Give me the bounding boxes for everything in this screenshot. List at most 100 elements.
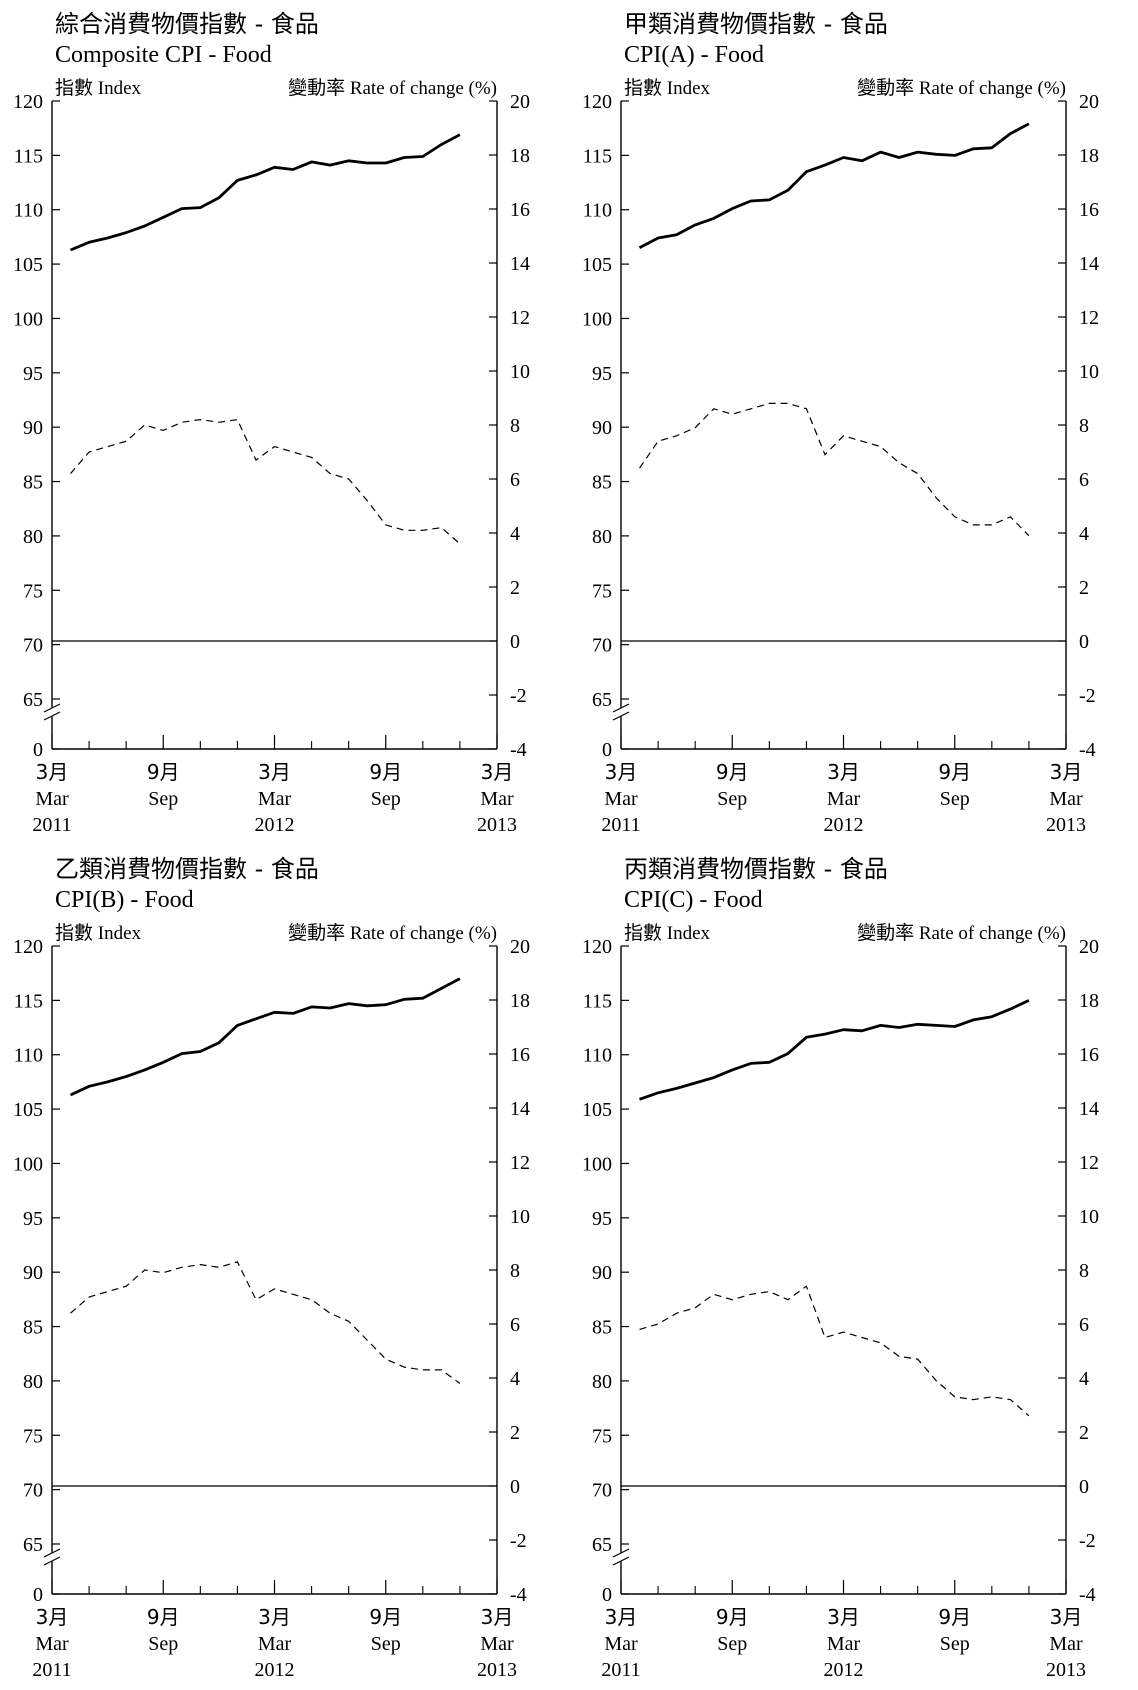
x-label-month-en: Mar — [480, 1633, 514, 1655]
index-series-line — [639, 999, 1030, 1101]
left-tick-label: 110 — [14, 1045, 43, 1067]
chart-panel-cpi-c: 丙類消費物價指數 - 食品 CPI(C) - Food 指數 Index 變動率 Ra… — [569, 845, 1138, 1690]
left-tick-label: 75 — [592, 580, 612, 602]
x-label-month-zh: 3月 — [605, 1605, 638, 1629]
x-label-month-en: Mar — [35, 788, 69, 810]
left-tick-label: 75 — [23, 1425, 43, 1447]
x-label-month-en: Sep — [148, 788, 178, 810]
axis-break-mark — [43, 1548, 61, 1558]
x-label-year: 2011 — [601, 814, 640, 836]
x-label-month-en: Sep — [940, 788, 970, 810]
right-tick-label: 0 — [1079, 631, 1089, 653]
x-label-month-en: Mar — [604, 788, 638, 810]
chart-title: 乙類消費物價指數 - 食品 — [55, 855, 319, 883]
right-tick-label: 2 — [1079, 1422, 1089, 1444]
x-label-month-en: Mar — [258, 788, 292, 810]
left-tick-label: 120 — [582, 936, 612, 958]
right-tick-label: 8 — [1079, 415, 1089, 437]
x-label-month-en: Mar — [480, 788, 514, 810]
x-label-month-en: Sep — [371, 788, 401, 810]
x-label-month-zh: 3月 — [827, 1605, 860, 1629]
x-label-month-zh: 3月 — [258, 1605, 291, 1629]
index-series-line — [69, 977, 461, 1097]
left-tick-label: 70 — [592, 1480, 612, 1502]
right-tick-label: 0 — [510, 631, 520, 653]
right-tick-label: 12 — [510, 1152, 530, 1174]
right-tick-label: 18 — [510, 145, 530, 167]
right-tick-label: 10 — [1079, 361, 1099, 383]
chart-subtitle: CPI(B) - Food — [55, 887, 194, 913]
right-tick-label: 2 — [510, 1422, 520, 1444]
x-label-month-zh: 9月 — [938, 1605, 971, 1629]
axis-break-mark — [43, 1556, 61, 1566]
left-tick-label: 70 — [592, 635, 612, 657]
x-label-month-zh: 3月 — [827, 760, 860, 784]
left-axis-label: 指數 Index — [55, 77, 142, 99]
left-axis-label: 指數 Index — [55, 922, 142, 944]
right-tick-label: 4 — [1079, 523, 1089, 545]
x-label-month-en: Mar — [604, 1633, 638, 1655]
left-tick-label: 115 — [583, 145, 612, 167]
right-tick-label: 6 — [1079, 469, 1089, 491]
axis-break-mark — [612, 711, 630, 721]
left-tick-label: 85 — [23, 1317, 43, 1339]
x-label-year: 2011 — [32, 814, 71, 836]
x-label-month-zh: 3月 — [36, 1605, 69, 1629]
left-tick-label: 65 — [23, 689, 43, 711]
right-tick-label: -2 — [1079, 685, 1096, 707]
right-tick-label: 4 — [510, 523, 520, 545]
left-tick-label: 95 — [23, 363, 43, 385]
right-tick-label: 16 — [1079, 1044, 1099, 1066]
rate-of-change-series-line — [639, 402, 1030, 537]
chart-subtitle: CPI(A) - Food — [624, 42, 764, 68]
right-tick-label: -2 — [510, 685, 527, 707]
left-tick-label: 80 — [592, 1371, 612, 1393]
left-tick-label: 85 — [592, 1317, 612, 1339]
x-label-year: 2013 — [477, 1659, 517, 1681]
right-tick-label: 20 — [510, 91, 530, 113]
rate-of-change-series-line — [70, 1261, 461, 1384]
chart-title: 甲類消費物價指數 - 食品 — [624, 10, 888, 38]
x-label-month-en: Mar — [827, 788, 861, 810]
right-tick-label: -4 — [1079, 1584, 1096, 1606]
right-tick-label: -4 — [510, 1584, 527, 1606]
chart-svg: 乙類消費物價指數 - 食品 CPI(B) - Food 指數 Index 變動率 Ra… — [13, 855, 530, 1681]
left-tick-label: 115 — [14, 990, 43, 1012]
right-tick-label: 8 — [510, 1260, 520, 1282]
x-label-year: 2011 — [32, 1659, 71, 1681]
left-tick-label: 95 — [592, 1208, 612, 1230]
x-label-month-en: Mar — [35, 1633, 69, 1655]
x-label-month-en: Mar — [1049, 788, 1083, 810]
left-tick-label: 115 — [14, 145, 43, 167]
left-tick-label: 120 — [582, 91, 612, 113]
chart-panel-composite: 綜合消費物價指數 - 食品 Composite CPI - Food 指數 Inde… — [0, 0, 569, 845]
left-tick-label: 110 — [583, 1045, 612, 1067]
chart-svg: 甲類消費物價指數 - 食品 CPI(A) - Food 指數 Index 變動率 Ra… — [582, 10, 1099, 836]
left-tick-label: 80 — [592, 526, 612, 548]
x-label-year: 2013 — [1046, 814, 1086, 836]
left-tick-label: 100 — [582, 1153, 612, 1175]
x-label-month-en: Sep — [371, 1633, 401, 1655]
right-tick-label: 12 — [1079, 1152, 1099, 1174]
x-label-month-zh: 3月 — [1050, 1605, 1083, 1629]
right-tick-label: 2 — [1079, 577, 1089, 599]
left-tick-label: 110 — [14, 200, 43, 222]
chart-title: 丙類消費物價指數 - 食品 — [624, 855, 888, 883]
right-tick-label: 6 — [510, 1314, 520, 1336]
right-tick-label: 8 — [510, 415, 520, 437]
right-tick-label: 14 — [510, 253, 530, 275]
left-tick-label: 90 — [592, 417, 612, 439]
axis-break-mark — [612, 703, 630, 713]
index-series-line — [638, 122, 1030, 250]
left-tick-label: 65 — [592, 689, 612, 711]
left-tick-label: 0 — [33, 1584, 43, 1606]
right-tick-label: 12 — [510, 307, 530, 329]
x-label-month-zh: 9月 — [369, 1605, 402, 1629]
x-label-year: 2012 — [824, 1659, 864, 1681]
right-tick-label: -2 — [1079, 1530, 1096, 1552]
x-label-month-en: Sep — [717, 788, 747, 810]
right-tick-label: 6 — [510, 469, 520, 491]
axis-break-mark — [612, 1548, 630, 1558]
left-tick-label: 0 — [602, 1584, 612, 1606]
left-tick-label: 95 — [23, 1208, 43, 1230]
